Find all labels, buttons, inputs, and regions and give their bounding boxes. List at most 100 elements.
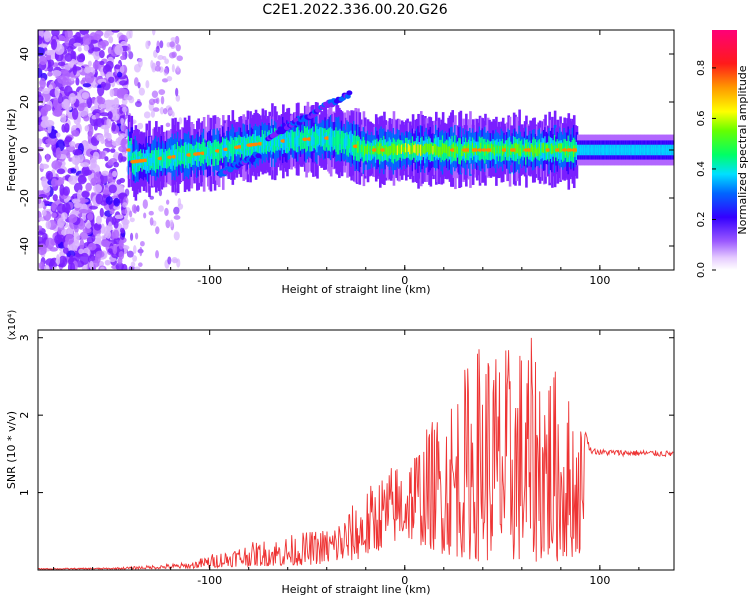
ridge-cell bbox=[530, 143, 534, 153]
noise-cell bbox=[40, 120, 50, 129]
noise-cell bbox=[55, 147, 62, 160]
noise-cell bbox=[72, 232, 80, 244]
ridge-cell bbox=[148, 152, 151, 165]
ridge-cell bbox=[155, 152, 158, 164]
ridge-cell bbox=[638, 147, 642, 153]
ridge-cell bbox=[313, 137, 317, 145]
noise-cell bbox=[105, 196, 113, 205]
ridge-cell bbox=[152, 153, 155, 163]
snr-frame bbox=[37, 329, 675, 571]
ridge-cell bbox=[425, 142, 429, 153]
noise-cell bbox=[64, 122, 70, 133]
noise-cell bbox=[68, 214, 78, 224]
noise-cell bbox=[50, 178, 58, 187]
ridge-cell bbox=[549, 143, 553, 154]
noise-cell bbox=[51, 70, 62, 77]
snr-ylabel: SNR (10 * v/v) bbox=[5, 411, 18, 489]
noise-cell bbox=[110, 148, 116, 153]
noise-cell bbox=[96, 233, 102, 244]
noise-cell bbox=[118, 239, 124, 250]
ridge-cell bbox=[429, 143, 433, 155]
ridge-cell bbox=[178, 151, 181, 161]
ridge-cell bbox=[609, 147, 613, 153]
y-tick-label: 20 bbox=[18, 95, 31, 109]
noise-cell bbox=[89, 39, 98, 44]
ridge-cell bbox=[331, 137, 334, 146]
ridge-cell bbox=[265, 137, 269, 146]
noise-cell bbox=[169, 41, 175, 48]
noise-cell bbox=[72, 149, 83, 156]
x-tick-label: 100 bbox=[589, 574, 610, 587]
ridge-cell bbox=[242, 138, 246, 150]
ridge-cell bbox=[660, 147, 663, 153]
noise-cell bbox=[56, 168, 66, 175]
ridge-cell bbox=[664, 147, 668, 153]
ridge-cell bbox=[320, 132, 323, 141]
noise-cell bbox=[121, 209, 128, 215]
ridge-cell bbox=[553, 142, 557, 155]
ridge-cell bbox=[556, 147, 560, 158]
noise-cell bbox=[173, 215, 181, 220]
ridge-cell bbox=[385, 146, 389, 155]
noise-cell bbox=[131, 204, 137, 214]
ridge-cell bbox=[624, 147, 628, 153]
noise-cell bbox=[119, 65, 125, 74]
ridge-cell bbox=[622, 147, 625, 153]
ridge-cell bbox=[627, 147, 631, 153]
noise-cell bbox=[104, 140, 114, 148]
noise-cell bbox=[107, 221, 113, 232]
ridge-cell bbox=[439, 146, 442, 156]
y-tick-label: 1 bbox=[18, 489, 31, 496]
noise-cell bbox=[174, 35, 180, 45]
ridge-cell bbox=[351, 142, 355, 152]
noise-cell bbox=[165, 219, 171, 229]
ridge-cell bbox=[440, 146, 444, 157]
ridge-cell bbox=[325, 131, 329, 140]
ridge-cell bbox=[194, 152, 198, 161]
ridge-cell bbox=[403, 147, 407, 155]
ridge-cell bbox=[626, 147, 629, 153]
ridge-cell bbox=[601, 147, 605, 153]
ridge-cell bbox=[329, 134, 333, 147]
noise-cell bbox=[62, 186, 70, 196]
noise-cell bbox=[39, 163, 50, 169]
ridge-cell bbox=[286, 137, 289, 149]
noise-cell bbox=[145, 40, 150, 50]
noise-cell bbox=[133, 77, 139, 87]
ridge-cell bbox=[586, 147, 590, 153]
noise-cell bbox=[71, 198, 81, 204]
noise-cell bbox=[164, 58, 169, 65]
noise-cell bbox=[129, 217, 135, 223]
ridge-cell bbox=[465, 146, 468, 159]
ridge-cell bbox=[271, 135, 274, 148]
noise-cell bbox=[81, 92, 90, 99]
noise-cell bbox=[109, 208, 115, 215]
noise-cell bbox=[143, 111, 151, 119]
noise-cell bbox=[175, 94, 181, 102]
ridge-cell bbox=[357, 141, 360, 153]
ridge-cell bbox=[579, 147, 583, 153]
noise-cell bbox=[38, 111, 42, 118]
ridge-cell bbox=[604, 147, 607, 153]
ridge-cell bbox=[391, 143, 394, 153]
noise-cell bbox=[103, 99, 113, 105]
ridge-cell bbox=[140, 149, 143, 168]
ridge-cell bbox=[409, 145, 412, 155]
noise-cell bbox=[87, 60, 92, 67]
ridge-cell bbox=[491, 143, 494, 153]
ridge-cell bbox=[590, 147, 594, 153]
ridge-cell bbox=[211, 146, 214, 154]
noise-cell bbox=[78, 248, 84, 255]
ridge-cell bbox=[441, 143, 445, 155]
ridge-cell bbox=[551, 143, 554, 155]
noise-cell bbox=[68, 38, 78, 50]
ridge-cell bbox=[376, 143, 379, 154]
noise-cell bbox=[38, 146, 45, 152]
noise-cell bbox=[112, 244, 118, 255]
ridge-cell bbox=[417, 144, 420, 156]
noise-cell bbox=[38, 46, 45, 57]
ridge-cell bbox=[290, 137, 293, 146]
noise-cell bbox=[137, 122, 144, 130]
noise-cell bbox=[121, 142, 126, 149]
ridge-cell bbox=[652, 147, 655, 153]
